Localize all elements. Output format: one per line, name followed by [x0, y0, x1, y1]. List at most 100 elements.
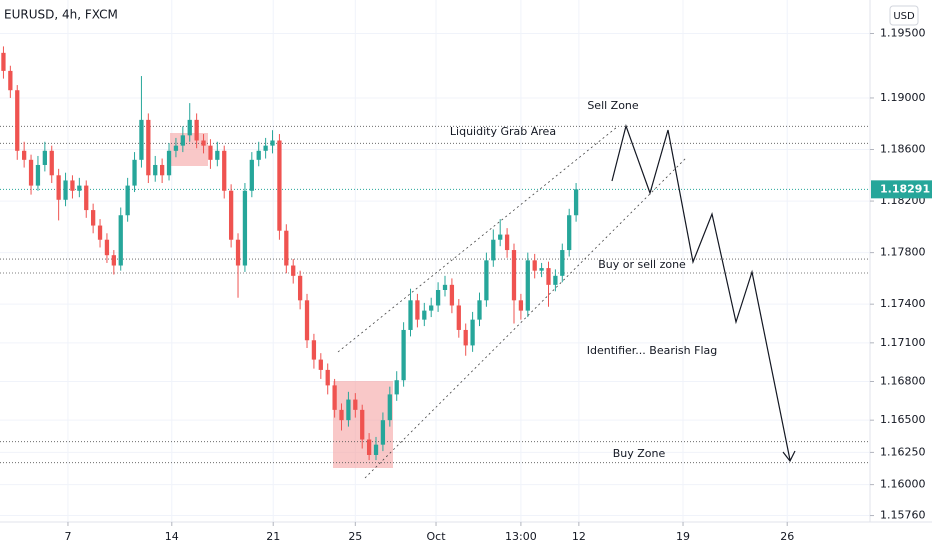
axes: 1.195001.190001.186001.182001.178001.174…: [64, 27, 932, 543]
x-tick-label: 13:00: [505, 530, 537, 543]
candle-body: [339, 409, 344, 421]
x-tick-label: 25: [348, 530, 362, 543]
candle-body: [104, 239, 110, 256]
y-tick-label: 1.16800: [880, 375, 926, 388]
candle-body: [394, 380, 399, 395]
candle-body: [159, 164, 165, 176]
candle-body: [567, 215, 572, 251]
candle-body: [256, 150, 261, 160]
candle-body: [194, 119, 199, 141]
candle-body: [463, 329, 468, 346]
grid: [0, 0, 870, 522]
candle-body: [201, 140, 206, 146]
y-tick-label: 1.16500: [880, 413, 926, 426]
candle-body: [456, 305, 461, 330]
candle-body: [208, 145, 213, 160]
x-tick-label: 7: [64, 530, 71, 543]
x-tick-label: 12: [572, 530, 586, 543]
candle-body: [325, 369, 330, 386]
candle-body: [180, 135, 185, 146]
y-tick-label: 1.19500: [880, 27, 926, 40]
candle-body: [111, 255, 116, 266]
y-tick-label: 1.17400: [880, 297, 926, 310]
currency-label[interactable]: USD: [893, 11, 915, 22]
candle-body: [311, 340, 317, 360]
candle-body: [228, 190, 234, 240]
candle-body: [373, 444, 379, 455]
projection-path: [611, 123, 791, 461]
candle-body: [498, 234, 503, 240]
candle-body: [139, 119, 144, 160]
candle-body: [77, 185, 82, 191]
candle-body: [491, 239, 496, 261]
candle-body: [429, 305, 434, 311]
candle-body: [401, 329, 406, 381]
candle-body: [125, 185, 130, 216]
candle-body: [318, 359, 323, 370]
last-price-badge: [871, 180, 932, 199]
candle-body: [573, 189, 579, 216]
candle-body: [84, 185, 89, 211]
y-tick-label: 1.15760: [880, 509, 926, 522]
candle-body: [97, 225, 103, 240]
candle-body: [560, 250, 565, 276]
candle-body: [525, 260, 530, 311]
candle-body: [360, 409, 365, 440]
x-tick-label: 14: [165, 530, 179, 543]
candle-body: [511, 250, 517, 301]
candle-body: [42, 150, 47, 165]
candle-body: [504, 234, 510, 251]
candle-body: [470, 319, 475, 346]
candle-body: [187, 119, 192, 136]
annotation: Buy or sell zone: [598, 258, 686, 271]
annotation: Buy Zone: [613, 447, 666, 460]
candle-body: [1, 52, 6, 71]
candle-body: [49, 150, 54, 176]
candle-body: [63, 180, 68, 200]
candle-body: [332, 385, 337, 410]
annotation: Liquidity Grab Area: [450, 125, 556, 138]
candle-body: [546, 268, 551, 285]
candle-body: [366, 439, 372, 455]
candle-body: [484, 260, 489, 301]
last-price-label: 1.18291: [880, 182, 930, 195]
x-tick-label: 21: [266, 530, 280, 543]
candle-body: [477, 300, 482, 320]
candle-body: [422, 310, 427, 320]
candle-body: [56, 175, 61, 200]
candle-body: [353, 399, 358, 410]
annotation: Identifier... Bearish Flag: [587, 344, 717, 357]
candle-body: [284, 230, 289, 266]
candle-body: [442, 284, 448, 290]
candle-body: [304, 300, 310, 341]
candle-body: [146, 119, 151, 176]
levels: [0, 125, 870, 464]
candle-body: [435, 290, 441, 306]
candle-body: [153, 164, 158, 176]
annotation: Sell Zone: [587, 99, 639, 112]
channel-line: [364, 157, 687, 479]
y-tick-label: 1.18600: [880, 143, 926, 156]
candle-body: [408, 300, 413, 330]
candle-body: [270, 140, 275, 146]
x-tick-label: 26: [780, 530, 794, 543]
candle-body: [539, 268, 544, 271]
candle-body: [449, 284, 455, 306]
candle-body: [28, 159, 34, 186]
candle-body: [222, 150, 227, 191]
candle-body: [297, 275, 303, 301]
candle-body: [215, 150, 220, 160]
candle-body: [277, 140, 282, 231]
candle-body: [15, 90, 20, 151]
candle-body: [291, 265, 296, 276]
candle-body: [242, 190, 248, 266]
chart-title: EURUSD, 4h, FXCM: [4, 8, 118, 22]
currency-button[interactable]: [889, 5, 919, 26]
candle-body: [553, 275, 558, 285]
y-tick-label: 1.16000: [880, 478, 926, 491]
candle-body: [387, 394, 392, 421]
x-tick-label: Oct: [427, 530, 447, 543]
candle-body: [235, 239, 241, 266]
candle-body: [346, 399, 351, 421]
